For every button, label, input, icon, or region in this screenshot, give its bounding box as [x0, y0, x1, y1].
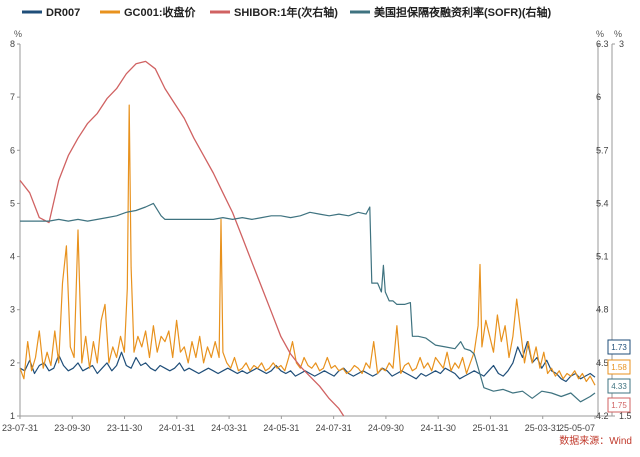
legend-label-shibor-1y: SHIBOR:1年(次右轴): [234, 5, 338, 19]
x-tick-label: 24-01-31: [159, 423, 195, 433]
right-1-tick-label: 4.2: [596, 411, 609, 421]
x-tick-label: 24-09-30: [368, 423, 404, 433]
x-tick-label: 25-03-31: [525, 423, 561, 433]
x-tick-label: 23-11-30: [107, 423, 142, 433]
right-1-tick-label: 4.5: [596, 358, 609, 368]
right-2-tick-label: 3: [619, 39, 624, 49]
right-1-tick-label: 4.8: [596, 305, 609, 315]
x-tick-label: 23-09-30: [54, 423, 90, 433]
left-tick-label: 6: [10, 145, 15, 155]
right-axis-1-unit: %: [596, 29, 604, 39]
left-tick-label: 8: [10, 39, 15, 49]
left-tick-label: 3: [10, 305, 15, 315]
legend-label-sofr: 美国担保隔夜融资利率(SOFR)(右轴): [374, 5, 552, 19]
right-1-tick-label: 5.1: [596, 252, 609, 262]
left-tick-label: 7: [10, 92, 15, 102]
left-tick-label: 4: [10, 252, 15, 262]
right-axis-2-unit: %: [614, 29, 622, 39]
x-tick-label: 23-07-31: [2, 423, 38, 433]
left-tick-label: 1: [10, 411, 15, 421]
series-line-gc001: [19, 104, 596, 386]
right-1-tick-label: 6: [596, 92, 601, 102]
x-tick-label: 24-03-31: [211, 423, 247, 433]
end-label-dr007: 1.73: [611, 343, 627, 352]
legend-label-dr007: DR007: [46, 7, 80, 19]
end-label-shibor-1y: 1.75: [611, 401, 627, 410]
left-axis-unit: %: [14, 29, 22, 39]
series-line-sofr: [20, 202, 596, 403]
end-label-gc001: 1.58: [611, 363, 627, 372]
left-tick-label: 5: [10, 198, 15, 208]
x-tick-label: 24-07-31: [316, 423, 352, 433]
x-tick-label: 25-01-31: [472, 423, 508, 433]
source-note: 数据来源：Wind: [559, 434, 632, 447]
right-1-tick-label: 6.3: [596, 39, 609, 49]
end-label-box-sofr: [607, 378, 631, 394]
x-tick-label: 24-11-30: [421, 423, 456, 433]
end-label-box-gc001: [607, 359, 631, 375]
series-line-dr007: [19, 341, 596, 383]
end-label-box-shibor-1y: [607, 397, 631, 413]
right-1-tick-label: 5.4: [596, 198, 609, 208]
left-tick-label: 2: [10, 358, 15, 368]
end-label-sofr: 4.33: [611, 382, 627, 391]
end-label-box-dr007: [607, 339, 631, 355]
legend-label-gc001: GC001:收盘价: [124, 5, 197, 19]
right-1-tick-label: 5.7: [596, 145, 609, 155]
x-tick-label: 25-05-07: [559, 423, 595, 433]
series-line-shibor-1y: [19, 60, 345, 417]
x-tick-label: 24-05-31: [263, 423, 299, 433]
right-2-tick-label: 1.5: [619, 411, 632, 421]
